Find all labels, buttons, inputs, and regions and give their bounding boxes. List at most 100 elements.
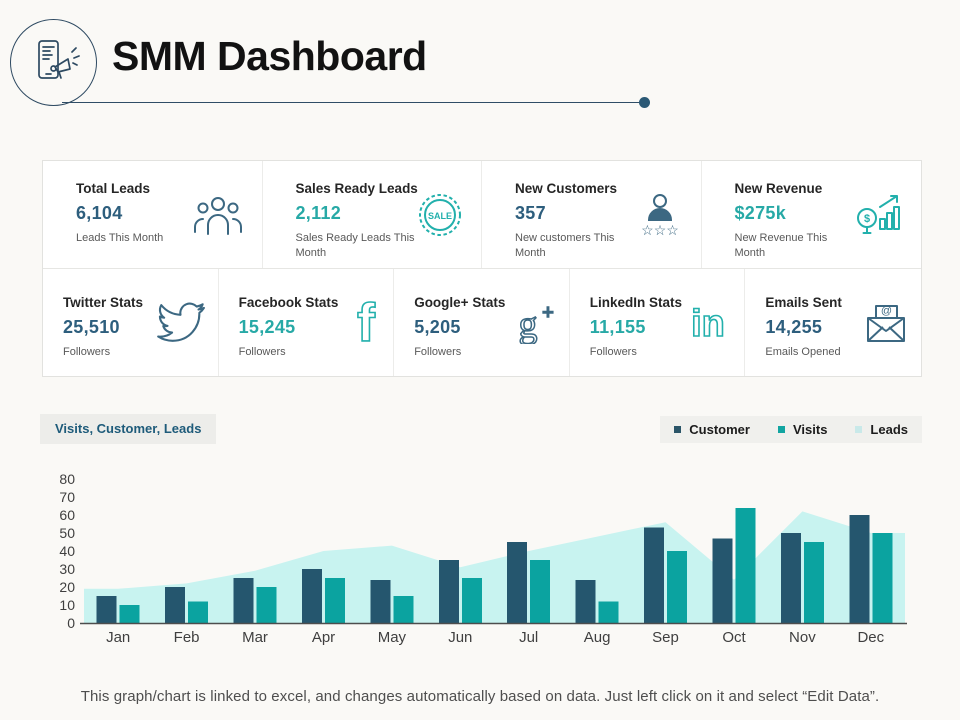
x-month-label-jun: Jun (448, 629, 472, 646)
stat-value: 15,245 (238, 317, 296, 337)
header-divider (62, 102, 645, 103)
svg-text:in: in (691, 304, 725, 342)
stat-subtitle: Sales Ready Leads This Month (295, 232, 415, 260)
x-month-label-may: May (378, 629, 407, 646)
x-month-label-apr: Apr (312, 629, 335, 646)
customer-bar-aug (575, 579, 596, 623)
visits-bar-mar (256, 587, 277, 623)
people-icon (192, 194, 244, 236)
svg-text:$: $ (864, 213, 870, 225)
x-month-label-nov: Nov (789, 629, 816, 646)
visits-bar-sep (667, 551, 687, 623)
customer-bar-feb (165, 587, 186, 623)
stat-card-google-stats: Google+ Stats 5,205 Followers g + (394, 269, 570, 376)
stat-card-twitter-stats: Twitter Stats 25,510 Followers (43, 269, 219, 376)
stat-card-sales-ready-leads: Sales Ready Leads 2,112 Sales Ready Leads … (263, 161, 482, 268)
twitter-icon (154, 301, 206, 345)
svg-text:g: g (518, 304, 537, 344)
customer-bar-dec (849, 515, 870, 623)
stat-value: 6,104 (76, 203, 123, 223)
stat-subtitle: New Revenue This Month (734, 232, 828, 260)
leads-area-series (84, 511, 905, 623)
svg-text:+: + (542, 302, 554, 324)
x-month-label-dec: Dec (857, 629, 884, 646)
stat-card-emails-sent: Emails Sent 14,255 Emails Opened @ (745, 269, 921, 376)
chart-title-box: Visits, Customer, Leads (40, 414, 217, 444)
stat-title: LinkedIn Stats (589, 295, 683, 310)
facebook-icon: f (351, 292, 381, 354)
stat-title: New Customers (515, 181, 618, 196)
stat-title: Total Leads (76, 181, 151, 196)
y-tick-label-20: 20 (59, 579, 75, 595)
visits-bar-aug (598, 601, 619, 623)
visits-bar-apr (325, 578, 345, 623)
stat-value: 357 (515, 203, 546, 223)
chart-svg: 0 10 20 30 40 50 60 70 80 Jan Feb Mar Apr May Jun Jul Au… (59, 471, 907, 646)
visits-bar-feb (188, 601, 209, 623)
x-month-label-sep: Sep (652, 629, 679, 646)
legend-label: Visits (792, 422, 828, 437)
footer-caption: This graph/chart is linked to excel, and… (80, 688, 880, 705)
stat-title: Twitter Stats (63, 295, 144, 310)
y-tick-label-50: 50 (59, 525, 75, 541)
legend-item-visits: Visits (777, 422, 828, 437)
visits-bar-dec (872, 533, 893, 623)
svg-text:☆☆☆: ☆☆☆ (641, 222, 679, 238)
visits-bar-jul (530, 560, 551, 623)
y-tick-label-30: 30 (59, 561, 75, 577)
person-rating-icon: ☆☆☆ (637, 192, 683, 238)
visits-bar-may (393, 596, 414, 623)
customer-bar-sep (644, 527, 664, 623)
customer-bar-apr (302, 569, 322, 623)
stat-value: 25,510 (63, 317, 120, 337)
customer-bar-may (370, 579, 391, 623)
y-tick-label-40: 40 (59, 543, 75, 559)
stat-subtitle: New customers This Month (515, 232, 615, 260)
customer-bar-jul (507, 542, 528, 623)
visits-bar-oct (735, 507, 756, 623)
customer-bar-oct (712, 538, 733, 623)
y-tick-label-60: 60 (59, 507, 75, 523)
stat-subtitle: Emails Opened (765, 346, 841, 358)
logo-badge (10, 19, 97, 106)
stat-title: Facebook Stats (238, 295, 339, 310)
chart[interactable]: 0 10 20 30 40 50 60 70 80 Jan Feb Mar Apr May Jun Jul Au… (40, 458, 925, 658)
legend-swatch-customer (674, 426, 682, 433)
stat-subtitle: Followers (63, 346, 111, 358)
stat-card-new-revenue: New Revenue $275k New Revenue This Month $ (702, 161, 922, 268)
svg-text:@: @ (881, 305, 892, 317)
x-month-label-feb: Feb (174, 629, 200, 646)
x-month-label-oct: Oct (722, 629, 746, 646)
stat-title: Emails Sent (765, 295, 842, 310)
customer-bar-mar (233, 578, 254, 623)
legend-label: Leads (870, 422, 908, 437)
legend-swatch-visits (777, 426, 785, 433)
y-tick-label-80: 80 (59, 471, 75, 487)
stat-card-facebook-stats: Facebook Stats 15,245 Followers f (219, 269, 395, 376)
svg-text:f: f (357, 296, 376, 350)
svg-text:SALE: SALE (428, 211, 452, 221)
linkedin-icon: in (684, 302, 732, 346)
stat-value: $275k (734, 203, 787, 223)
x-month-label-aug: Aug (584, 629, 611, 646)
visits-bar-jun (461, 578, 482, 623)
phone-megaphone-icon (28, 34, 80, 91)
stat-title: Sales Ready Leads (295, 181, 418, 196)
stat-value: 11,155 (589, 317, 646, 337)
stat-title: Google+ Stats (414, 295, 506, 310)
y-tick-label-10: 10 (59, 597, 75, 613)
page-title: SMM Dashboard (112, 33, 427, 79)
y-tick-label-70: 70 (59, 489, 75, 505)
google-plus-icon: g + (513, 301, 557, 347)
stat-title: New Revenue (734, 181, 823, 196)
stats-row-1: Total Leads 6,104 Leads This Month Sales Re… (43, 161, 921, 269)
y-tick-label-0: 0 (67, 615, 75, 631)
stat-subtitle: Followers (414, 346, 462, 358)
stat-card-linkedin-stats: LinkedIn Stats 11,155 Followers in (570, 269, 746, 376)
stat-card-new-customers: New Customers 357 New customers This Month… (482, 161, 702, 268)
stat-value: 5,205 (414, 317, 461, 337)
stat-value: 14,255 (765, 317, 823, 337)
x-month-label-jul: Jul (519, 629, 538, 646)
stat-card-total-leads: Total Leads 6,104 Leads This Month (43, 161, 263, 268)
